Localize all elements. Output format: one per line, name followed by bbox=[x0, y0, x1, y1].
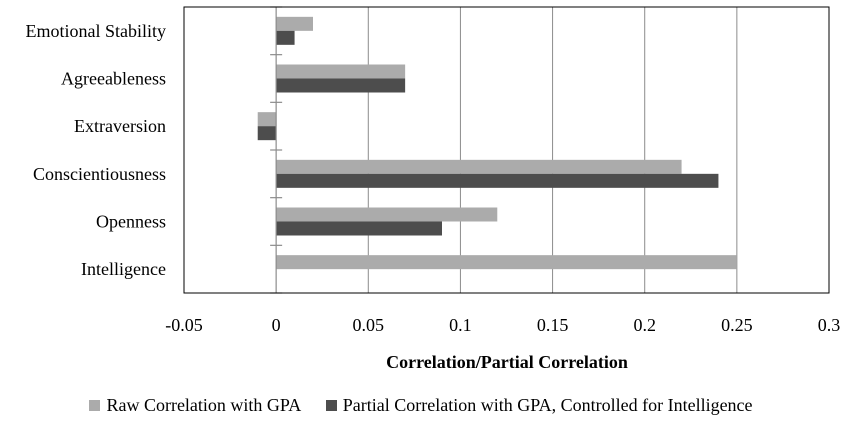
bar-raw bbox=[276, 16, 313, 31]
y-tick-label: Agreeableness bbox=[61, 69, 166, 89]
y-tick-label: Conscientiousness bbox=[33, 164, 166, 184]
x-axis-title: Correlation/Partial Correlation bbox=[386, 352, 628, 372]
x-tick-label: 0.3 bbox=[818, 315, 841, 335]
x-tick-label: 0.1 bbox=[449, 315, 472, 335]
bar-raw bbox=[276, 159, 682, 174]
y-tick-label: Openness bbox=[96, 212, 166, 232]
legend-item-raw: Raw Correlation with GPA bbox=[89, 395, 301, 416]
legend-swatch-partial bbox=[325, 400, 337, 411]
x-tick-label: -0.05 bbox=[165, 315, 203, 335]
y-tick-label: Intelligence bbox=[81, 259, 166, 279]
plot-frame bbox=[183, 6, 830, 294]
x-tick-label: 0.25 bbox=[721, 315, 753, 335]
y-tick-labels: Emotional Stability Agreeableness Extraver… bbox=[26, 21, 167, 279]
bar-partial bbox=[276, 221, 442, 236]
x-tick-label: 0.05 bbox=[353, 315, 385, 335]
bar-partial bbox=[276, 30, 295, 45]
x-tick-label: 0.15 bbox=[537, 315, 569, 335]
gridlines bbox=[367, 7, 738, 293]
legend-label-raw: Raw Correlation with GPA bbox=[106, 395, 302, 415]
bar-raw bbox=[276, 255, 737, 270]
legend-label-partial: Partial Correlation with GPA, Controlled… bbox=[342, 395, 753, 415]
x-tick-labels: -0.05 0 0.05 0.1 0.15 0.2 0.25 0.3 bbox=[165, 315, 840, 335]
bar-partial bbox=[276, 78, 406, 93]
y-tick-label: Emotional Stability bbox=[26, 21, 167, 41]
bars bbox=[257, 16, 737, 270]
axes bbox=[183, 6, 830, 294]
bar-raw bbox=[276, 64, 406, 79]
bar-partial bbox=[276, 173, 719, 188]
x-tick-label: 0.2 bbox=[633, 315, 656, 335]
legend: Raw Correlation with GPA Partial Correla… bbox=[0, 395, 842, 416]
bar-raw bbox=[257, 112, 277, 127]
bar-raw bbox=[276, 207, 498, 222]
legend-swatch-raw bbox=[89, 400, 101, 411]
x-tick-label: 0 bbox=[272, 315, 281, 335]
legend-item-partial: Partial Correlation with GPA, Controlled… bbox=[325, 395, 753, 416]
y-tick-label: Extraversion bbox=[74, 116, 166, 136]
bar-partial bbox=[257, 126, 277, 141]
